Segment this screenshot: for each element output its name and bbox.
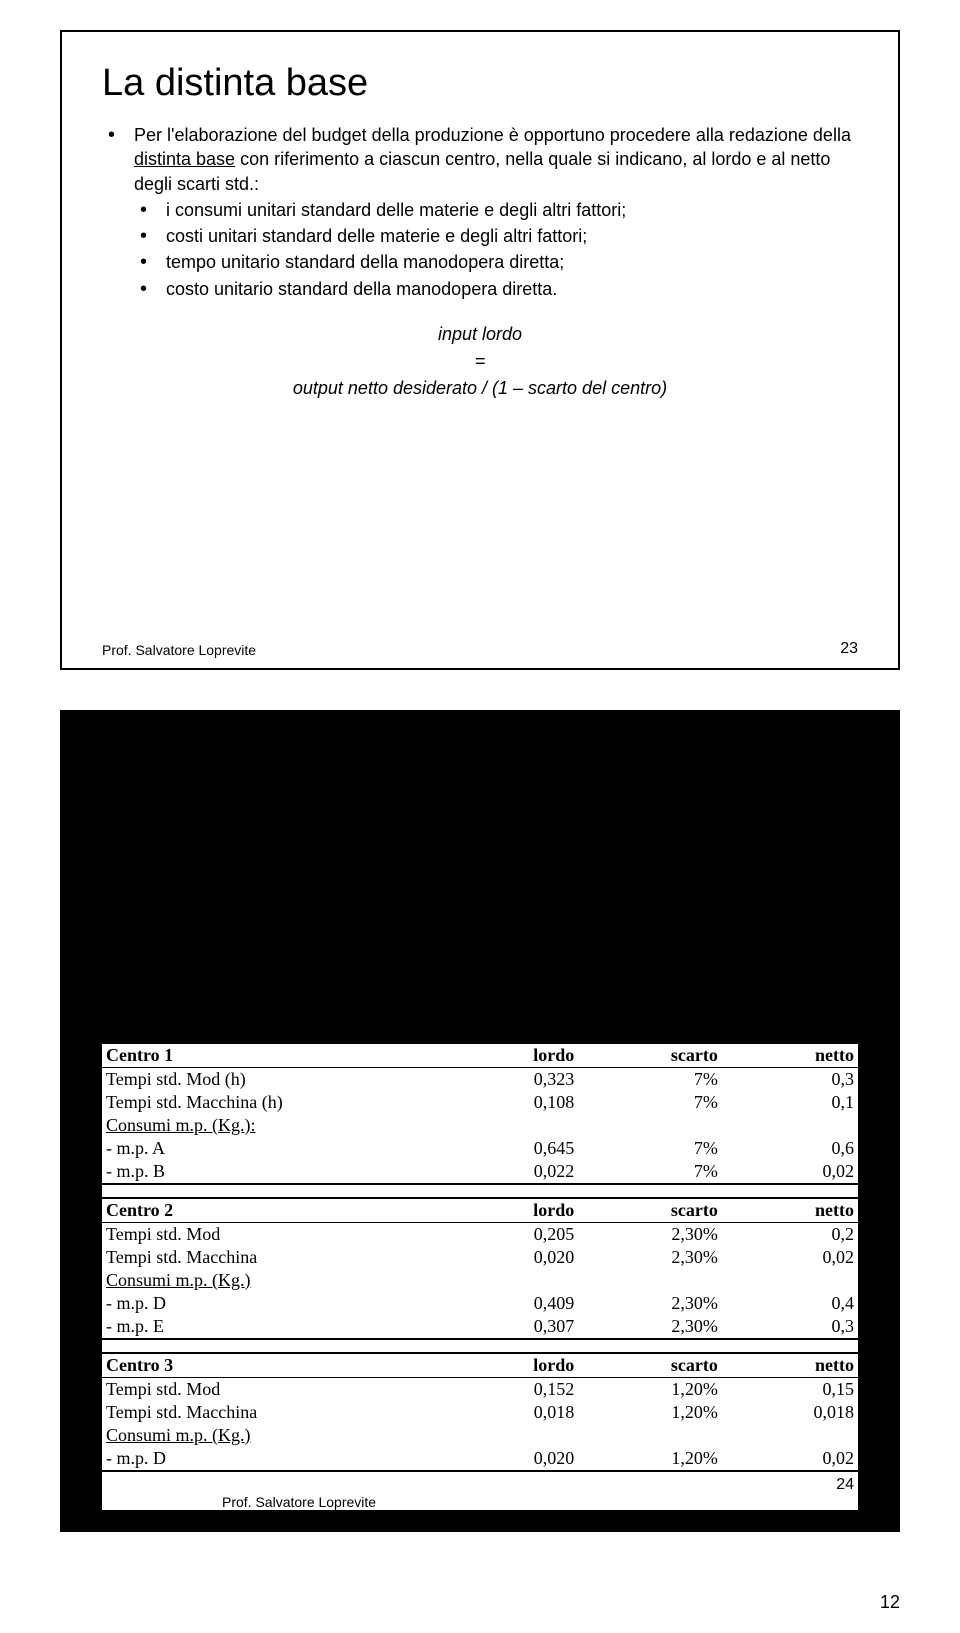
slide-2: Centro 1 lordo scarto netto Tempi std. M… [60, 710, 900, 1532]
sub-bullet: costo unitario standard della manodopera… [140, 277, 858, 301]
table-header-row: Centro 3 lordo scarto netto [102, 1353, 858, 1378]
sub-bullet: tempo unitario standard della manodopera… [140, 250, 858, 274]
table-row: Tempi std. Mod (h) 0,323 7% 0,3 [102, 1068, 858, 1092]
slide-number: 24 [102, 1476, 858, 1494]
table-row: Tempi std. Mod 0,205 2,30% 0,2 [102, 1223, 858, 1247]
formula-line: = [102, 348, 858, 375]
table-row: Consumi m.p. (Kg.) [102, 1424, 858, 1447]
table-row: - m.p. E 0,307 2,30% 0,3 [102, 1315, 858, 1339]
formula-block: input lordo = output netto desiderato / … [102, 321, 858, 402]
intro-list: Per l'elaborazione del budget della prod… [108, 123, 858, 301]
footer-author: Prof. Salvatore Loprevite [102, 642, 256, 658]
formula-line: input lordo [102, 321, 858, 348]
centro-2-table: Centro 2 lordo scarto netto Tempi std. M… [102, 1197, 858, 1340]
slide-footer: Prof. Salvatore Loprevite 23 [102, 640, 858, 658]
intro-text-pre: Per l'elaborazione del budget della prod… [134, 125, 851, 145]
centro-1-table: Centro 1 lordo scarto netto Tempi std. M… [102, 1042, 858, 1185]
slide-number: 23 [840, 640, 858, 658]
sub-bullet: costi unitari standard delle materie e d… [140, 224, 858, 248]
table-row: Consumi m.p. (Kg.) [102, 1269, 858, 1292]
sub-bullet: i consumi unitari standard delle materie… [140, 198, 858, 222]
centro-3-table: Centro 3 lordo scarto netto Tempi std. M… [102, 1352, 858, 1472]
table-row: Tempi std. Macchina 0,020 2,30% 0,02 [102, 1246, 858, 1269]
footer-author: Prof. Salvatore Loprevite [102, 1494, 858, 1510]
slide-1: La distinta base Per l'elaborazione del … [60, 30, 900, 670]
table-header-row: Centro 1 lordo scarto netto [102, 1043, 858, 1068]
sub-bullet-list: i consumi unitari standard delle materie… [140, 198, 858, 301]
page-number: 12 [0, 1592, 960, 1633]
table-row: Tempi std. Mod 0,152 1,20% 0,15 [102, 1378, 858, 1402]
slide-title: La distinta base [102, 62, 858, 105]
intro-bullet: Per l'elaborazione del budget della prod… [108, 123, 858, 301]
table-row: Tempi std. Macchina (h) 0,108 7% 0,1 [102, 1091, 858, 1114]
intro-text-post: con riferimento a ciascun centro, nella … [134, 149, 830, 193]
table-row: - m.p. B 0,022 7% 0,02 [102, 1160, 858, 1184]
table-row: Tempi std. Macchina 0,018 1,20% 0,018 [102, 1401, 858, 1424]
intro-text-underlined: distinta base [134, 149, 235, 169]
table-header-row: Centro 2 lordo scarto netto [102, 1198, 858, 1223]
table-row: - m.p. A 0,645 7% 0,6 [102, 1137, 858, 1160]
table-row: - m.p. D 0,020 1,20% 0,02 [102, 1447, 858, 1471]
tables-area: Centro 1 lordo scarto netto Tempi std. M… [102, 1042, 858, 1510]
table-row: Consumi m.p. (Kg.): [102, 1114, 858, 1137]
formula-line: output netto desiderato / (1 – scarto de… [102, 375, 858, 402]
table-row: - m.p. D 0,409 2,30% 0,4 [102, 1292, 858, 1315]
